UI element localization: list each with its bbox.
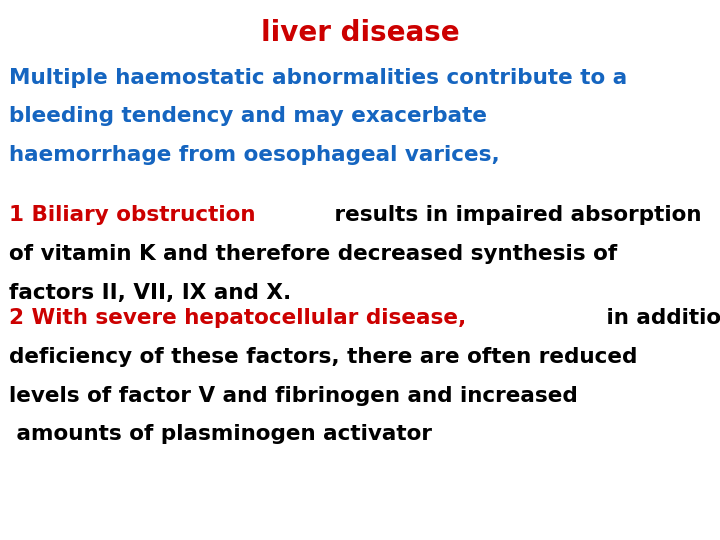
Text: of vitamin K and therefore decreased synthesis of: of vitamin K and therefore decreased syn… [9, 244, 617, 264]
Text: levels of factor V and fibrinogen and increased: levels of factor V and fibrinogen and in… [9, 386, 577, 406]
Text: liver disease: liver disease [261, 19, 459, 47]
Text: 1 Biliary obstruction: 1 Biliary obstruction [9, 205, 255, 225]
Text: amounts of plasminogen activator: amounts of plasminogen activator [9, 424, 432, 444]
Text: results in impaired absorption: results in impaired absorption [327, 205, 701, 225]
Text: bleeding tendency and may exacerbate: bleeding tendency and may exacerbate [9, 106, 487, 126]
Text: deficiency of these factors, there are often reduced: deficiency of these factors, there are o… [9, 347, 637, 367]
Text: haemorrhage from oesophageal varices,: haemorrhage from oesophageal varices, [9, 145, 500, 165]
Text: Multiple haemostatic abnormalities contribute to a: Multiple haemostatic abnormalities contr… [9, 68, 627, 87]
Text: 2 With severe hepatocellular disease,: 2 With severe hepatocellular disease, [9, 308, 466, 328]
Text: in addition to a: in addition to a [598, 308, 720, 328]
Text: factors II, VII, IX and X.: factors II, VII, IX and X. [9, 283, 291, 303]
